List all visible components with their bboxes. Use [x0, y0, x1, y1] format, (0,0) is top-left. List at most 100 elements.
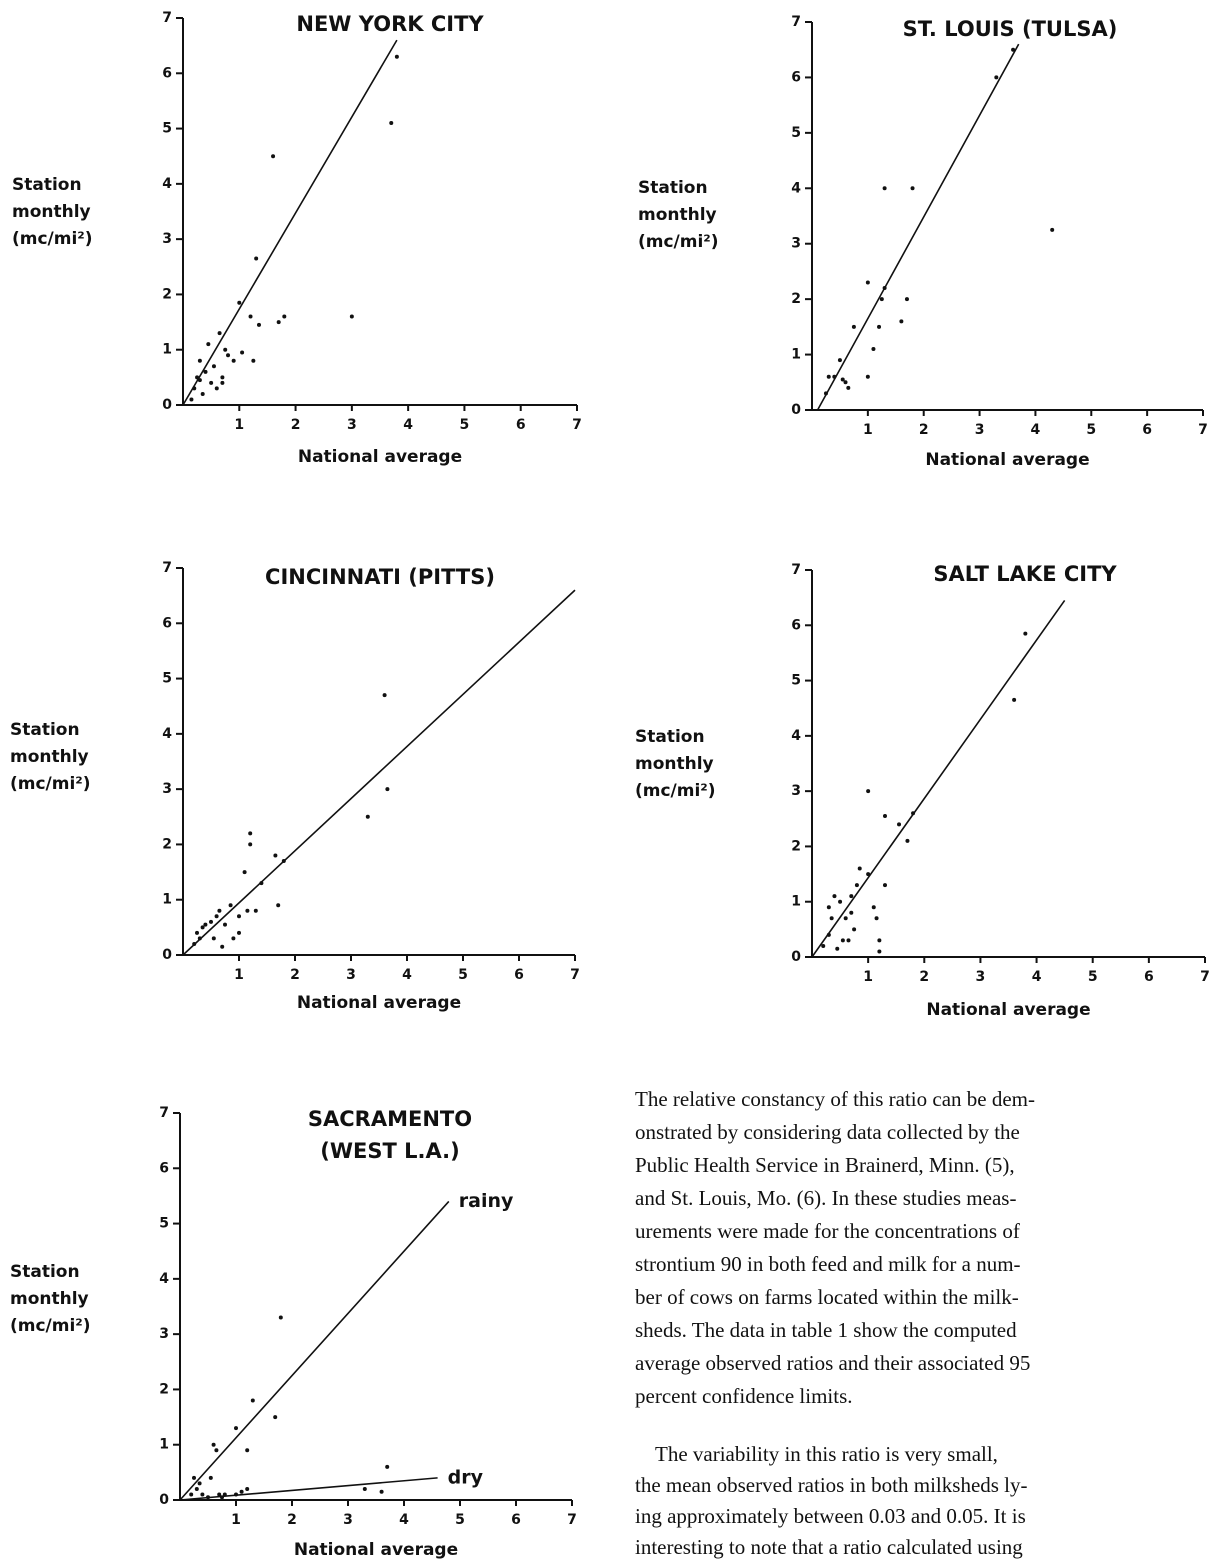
y-tick-label: 2 [791, 838, 801, 854]
x-tick-label: 6 [511, 1512, 521, 1528]
y-tick-label: 5 [159, 1216, 169, 1232]
data-point [273, 1415, 278, 1420]
y-axis-label: monthly [638, 205, 717, 225]
data-point [200, 391, 205, 396]
chart-subtitle: (WEST L.A.) [320, 1139, 459, 1163]
data-point [826, 374, 831, 379]
data-point [276, 903, 281, 908]
body-text: ing approximately between 0.03 and 0.05.… [635, 1504, 1026, 1528]
y-tick-label: 6 [162, 615, 172, 631]
data-point [245, 1448, 250, 1453]
y-tick-label: 7 [162, 10, 172, 26]
y-tick-label: 0 [791, 949, 801, 965]
data-point [203, 369, 208, 374]
data-point [866, 872, 871, 877]
data-point [882, 186, 887, 191]
x-tick-label: 5 [455, 1512, 465, 1528]
data-point [231, 936, 236, 941]
y-axis-label: monthly [635, 754, 714, 774]
data-point [281, 859, 286, 864]
data-point [197, 936, 202, 941]
data-point [835, 946, 840, 951]
y-axis-label: (mc/mi²) [635, 781, 716, 801]
y-tick-label: 4 [791, 728, 801, 744]
body-text: The variability in this ratio is very sm… [655, 1442, 998, 1466]
data-point [821, 943, 826, 948]
chart-title: NEW YORK CITY [296, 12, 484, 36]
x-axis-label: National average [925, 450, 1089, 470]
line-label: dry [448, 1466, 484, 1488]
line-label: rainy [459, 1190, 514, 1212]
y-tick-label: 7 [159, 1105, 169, 1121]
data-point [206, 342, 211, 347]
y-tick-label: 4 [791, 180, 801, 196]
x-tick-label: 4 [403, 417, 413, 433]
data-point [385, 1464, 390, 1469]
y-tick-label: 0 [162, 397, 172, 413]
data-point [211, 1442, 216, 1447]
data-point [276, 320, 281, 325]
data-point [228, 903, 233, 908]
data-point [200, 925, 205, 930]
x-tick-label: 7 [1200, 969, 1210, 985]
x-tick-label: 2 [290, 967, 300, 983]
x-tick-label: 7 [567, 1512, 577, 1528]
data-point [826, 905, 831, 910]
x-axis-label: National average [298, 447, 462, 467]
x-tick-label: 1 [234, 417, 244, 433]
data-point [197, 358, 202, 363]
data-point [248, 831, 253, 836]
y-axis-label: (mc/mi²) [12, 229, 93, 249]
data-point [866, 789, 871, 794]
data-point [905, 838, 910, 843]
y-tick-label: 2 [162, 286, 172, 302]
data-point [282, 314, 287, 319]
x-tick-label: 2 [919, 969, 929, 985]
body-text: ber of cows on farms located within the … [635, 1285, 1019, 1309]
y-tick-label: 4 [162, 726, 172, 742]
x-tick-label: 7 [572, 417, 582, 433]
data-point [220, 380, 225, 385]
x-tick-label: 4 [402, 967, 412, 983]
y-tick-label: 1 [159, 1437, 169, 1453]
y-tick-label: 7 [791, 14, 801, 30]
data-point [877, 949, 882, 954]
x-tick-label: 1 [863, 969, 873, 985]
y-axis-label: (mc/mi²) [10, 1316, 91, 1336]
data-point [200, 1492, 205, 1497]
body-text: percent confidence limits. [635, 1384, 853, 1408]
data-point [254, 256, 259, 261]
data-point [879, 297, 884, 302]
data-point [239, 1489, 244, 1494]
data-point [271, 154, 276, 159]
x-tick-label: 2 [287, 1512, 297, 1528]
data-point [189, 397, 194, 402]
body-text: onstrated by considering data collected … [635, 1120, 1020, 1144]
y-tick-label: 6 [159, 1160, 169, 1176]
data-point [829, 916, 834, 921]
data-point [245, 908, 250, 913]
x-tick-label: 1 [234, 967, 244, 983]
data-point [214, 386, 219, 391]
y-axis-label: Station [638, 178, 708, 198]
y-tick-label: 7 [791, 562, 801, 578]
data-point [826, 932, 831, 937]
y-axis-label: Station [12, 175, 82, 195]
data-point [871, 905, 876, 910]
y-tick-label: 0 [791, 402, 801, 418]
x-tick-label: 3 [347, 417, 357, 433]
data-point [217, 908, 222, 913]
y-tick-label: 5 [162, 671, 172, 687]
data-point [1012, 697, 1017, 702]
data-point [874, 916, 879, 921]
data-point [840, 377, 845, 382]
data-point [846, 385, 851, 390]
data-point [897, 822, 902, 827]
data-point [245, 1486, 250, 1491]
x-axis-label: National average [294, 1540, 458, 1560]
data-point [365, 814, 370, 819]
x-tick-label: 3 [975, 422, 985, 438]
data-point [209, 380, 214, 385]
x-tick-label: 5 [458, 967, 468, 983]
